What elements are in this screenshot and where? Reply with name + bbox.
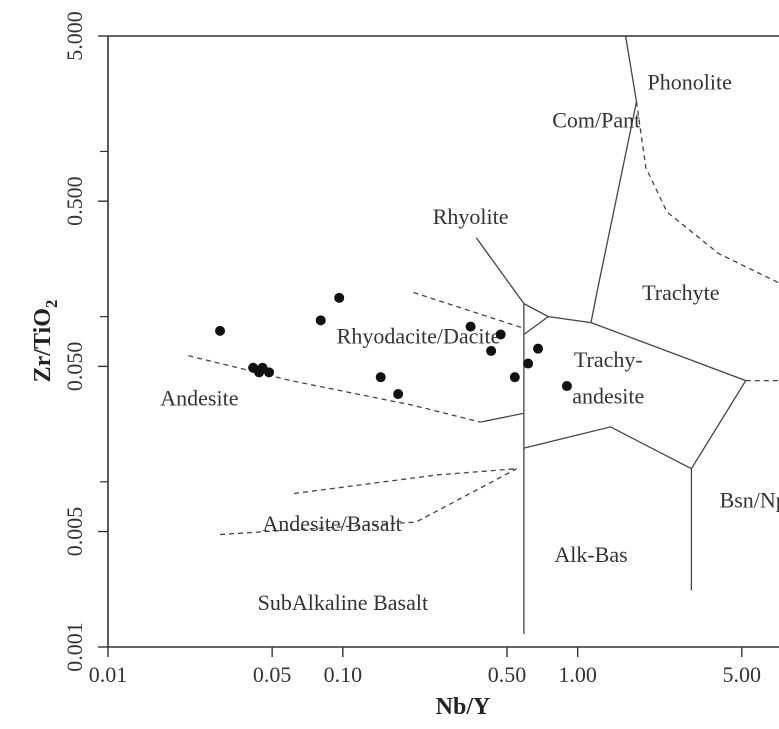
x-axis-title: Nb/Y — [436, 694, 491, 720]
field-label: Trachy- — [574, 347, 643, 372]
field-label: Phonolite — [648, 69, 732, 94]
field-label: Rhyolite — [433, 204, 509, 229]
data-point — [496, 329, 506, 339]
data-point — [533, 344, 543, 354]
x-tick-label: 1.00 — [558, 662, 597, 687]
field-label: Trachyte — [642, 280, 719, 305]
x-tick-label: 0.10 — [324, 662, 363, 687]
x-tick-label: 5.00 — [723, 662, 762, 687]
y-tick-label: 0.001 — [62, 622, 87, 672]
x-tick-label: 0.01 — [89, 662, 128, 687]
x-tick-label: 0.50 — [488, 662, 527, 687]
data-point — [523, 359, 533, 369]
data-point — [334, 293, 344, 303]
y-axis-title-subscript: 2 — [42, 300, 61, 309]
data-point — [316, 315, 326, 325]
data-point — [215, 326, 225, 336]
data-point — [393, 389, 403, 399]
field-label: Alk-Bas — [554, 542, 627, 567]
field-label: Rhyodacite/Dacite — [337, 323, 501, 348]
data-point — [562, 381, 572, 391]
y-axis-title-main: Zr/TiO — [30, 308, 56, 382]
y-tick-label: 0.500 — [62, 176, 87, 226]
data-point — [264, 367, 274, 377]
y-tick-label: 0.050 — [62, 342, 87, 392]
field-label: andesite — [572, 383, 644, 408]
field-label: Andesite/Basalt — [262, 511, 401, 536]
data-point — [510, 372, 520, 382]
data-point — [486, 346, 496, 356]
field-label: Com/Pant — [552, 107, 640, 132]
field-label: Andesite — [160, 386, 238, 411]
x-tick-label: 0.05 — [253, 662, 292, 687]
data-point — [466, 322, 476, 332]
y-tick-label: 0.005 — [62, 507, 87, 557]
field-label: SubAlkaline Basalt — [258, 590, 428, 615]
data-point — [376, 372, 386, 382]
field-label: Bsn/Nph — [720, 488, 779, 513]
y-tick-label: 5.000 — [62, 11, 87, 61]
